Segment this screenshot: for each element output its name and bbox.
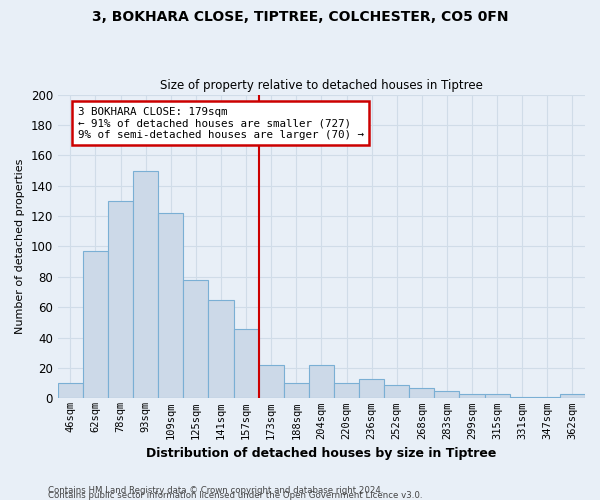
Bar — [108, 201, 133, 398]
Bar — [184, 280, 208, 398]
Bar — [560, 394, 585, 398]
Bar — [535, 397, 560, 398]
Bar — [485, 394, 509, 398]
Bar — [208, 300, 233, 398]
Bar — [309, 365, 334, 398]
Bar — [334, 383, 359, 398]
Title: Size of property relative to detached houses in Tiptree: Size of property relative to detached ho… — [160, 79, 483, 92]
Bar — [409, 388, 434, 398]
Text: 3 BOKHARA CLOSE: 179sqm
← 91% of detached houses are smaller (727)
9% of semi-de: 3 BOKHARA CLOSE: 179sqm ← 91% of detache… — [78, 106, 364, 140]
Bar — [259, 365, 284, 398]
Bar — [384, 384, 409, 398]
Text: Contains HM Land Registry data © Crown copyright and database right 2024.: Contains HM Land Registry data © Crown c… — [48, 486, 383, 495]
Y-axis label: Number of detached properties: Number of detached properties — [15, 159, 25, 334]
Bar — [460, 394, 485, 398]
Text: Contains public sector information licensed under the Open Government Licence v3: Contains public sector information licen… — [48, 491, 422, 500]
Bar — [434, 391, 460, 398]
Text: 3, BOKHARA CLOSE, TIPTREE, COLCHESTER, CO5 0FN: 3, BOKHARA CLOSE, TIPTREE, COLCHESTER, C… — [92, 10, 508, 24]
Bar — [359, 378, 384, 398]
Bar — [58, 383, 83, 398]
X-axis label: Distribution of detached houses by size in Tiptree: Distribution of detached houses by size … — [146, 447, 497, 460]
Bar — [133, 170, 158, 398]
Bar — [233, 328, 259, 398]
Bar — [509, 397, 535, 398]
Bar — [284, 383, 309, 398]
Bar — [158, 213, 184, 398]
Bar — [83, 251, 108, 398]
